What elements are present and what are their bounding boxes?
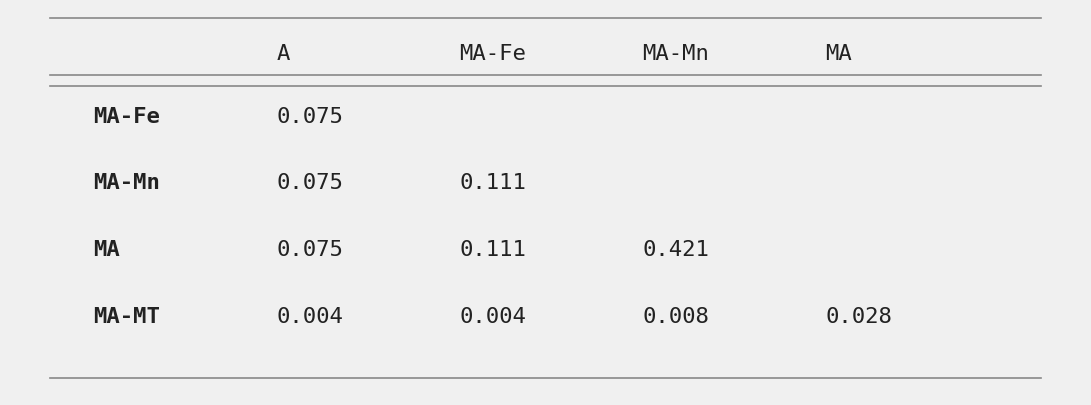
Text: MA: MA [826,44,852,64]
Text: 0.111: 0.111 [459,239,526,260]
Text: MA-Fe: MA-Fe [459,44,526,64]
Text: 0.028: 0.028 [826,306,892,326]
Text: 0.008: 0.008 [643,306,709,326]
Text: 0.004: 0.004 [276,306,343,326]
Text: A: A [276,44,289,64]
Text: 0.075: 0.075 [276,107,343,126]
Text: MA: MA [93,239,120,260]
Text: MA-MT: MA-MT [93,306,160,326]
Text: 0.004: 0.004 [459,306,526,326]
Text: 0.421: 0.421 [643,239,709,260]
Text: MA-Mn: MA-Mn [93,173,160,193]
Text: 0.111: 0.111 [459,173,526,193]
Text: MA-Mn: MA-Mn [643,44,709,64]
Text: 0.075: 0.075 [276,173,343,193]
Text: MA-Fe: MA-Fe [93,107,160,126]
Text: 0.075: 0.075 [276,239,343,260]
